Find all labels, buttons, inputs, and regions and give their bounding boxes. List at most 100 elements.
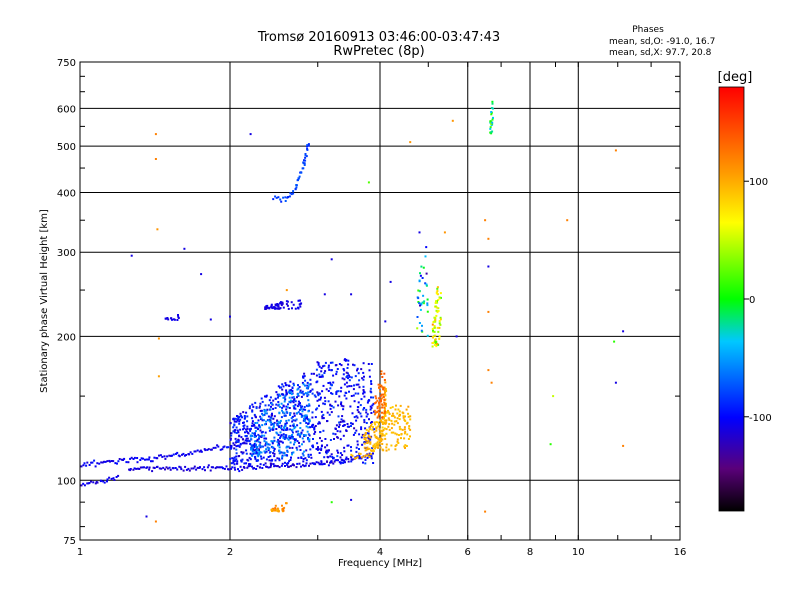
echo-point [491,130,494,133]
echo-point [260,455,262,458]
echo-point [345,371,348,374]
echo-point [389,406,392,409]
echo-point [245,437,248,440]
echo-point [295,446,298,449]
trace-point [151,460,154,463]
scatter-point [323,293,326,296]
echo-point [311,392,314,395]
echo-point [436,311,439,314]
trace-point [82,464,85,467]
echo-point [297,432,300,435]
echo-point [371,428,374,431]
echo-point [340,364,343,367]
echo-point [366,446,369,449]
trace-point [304,154,307,157]
echo-point [419,274,422,277]
echo-point [425,283,428,286]
echo-point [403,428,406,431]
echo-point [285,419,288,422]
echo-point [434,338,437,341]
echo-point [288,446,291,449]
echo-point [244,435,247,437]
echo-point [320,449,323,451]
x-tick-label: 6 [465,547,471,558]
echo-point [332,381,335,384]
echo-point [345,430,348,432]
echo-point [355,429,358,432]
echo-point [304,434,307,437]
echo-point [272,425,275,428]
echo-point [367,363,370,365]
echo-point [265,441,268,444]
echo-point [294,439,297,442]
echo-point [437,310,440,312]
echo-point [301,429,304,432]
echo-point [252,405,255,408]
echo-point [235,440,238,443]
trace-point [364,454,367,457]
trace-point [384,414,387,417]
echo-point [301,410,304,413]
echo-point [403,437,406,440]
trace-point [88,482,91,484]
echo-point [251,454,254,457]
echo-point [387,409,389,412]
echo-point [363,407,366,409]
echo-point [289,428,292,431]
scatter-point [330,501,333,504]
trace-point [88,464,91,466]
echo-point [434,302,437,304]
echo-point [344,461,346,464]
echo-point [275,391,278,394]
echo-point [437,307,440,310]
trace-point [114,462,117,465]
echo-point [239,428,242,431]
trace-point [130,456,133,459]
trace-point [279,198,282,201]
echo-point [379,429,382,432]
echo-point [278,446,281,449]
echo-point [377,443,380,446]
echo-point [320,396,322,399]
echo-point [249,463,252,466]
echo-point [357,392,360,395]
echo-point [286,428,289,431]
echo-point [276,440,279,443]
echo-point [424,255,427,258]
echo-point [417,301,420,303]
trace-point [230,444,233,447]
trace-point [144,458,146,461]
trace-point [246,439,249,442]
trace-point [200,450,203,453]
echo-point [248,439,250,442]
echo-point [268,459,271,462]
echo-point [370,449,373,452]
echo-point [304,379,307,382]
echo-point [321,375,324,378]
echo-point [283,424,286,427]
echo-point [298,434,301,437]
echo-point [380,399,382,402]
trace-point [104,460,107,463]
echo-point [317,422,320,425]
echo-point [368,437,371,440]
echo-point [331,456,334,458]
echo-point [282,385,285,388]
trace-point [159,454,162,457]
echo-point [399,404,402,407]
trace-point [374,445,377,447]
scatter-point [156,228,159,231]
trace-point [315,461,318,464]
echo-point [358,455,361,457]
trace-point [212,446,215,449]
echo-point [370,457,373,460]
echo-point [252,448,255,451]
echo-point [313,427,316,430]
echo-point [378,401,381,404]
echo-point [346,385,349,388]
echo-point [166,317,169,319]
echo-point [308,383,311,386]
trace-point [132,458,135,460]
trace-point [235,445,238,448]
echo-point [282,396,285,399]
